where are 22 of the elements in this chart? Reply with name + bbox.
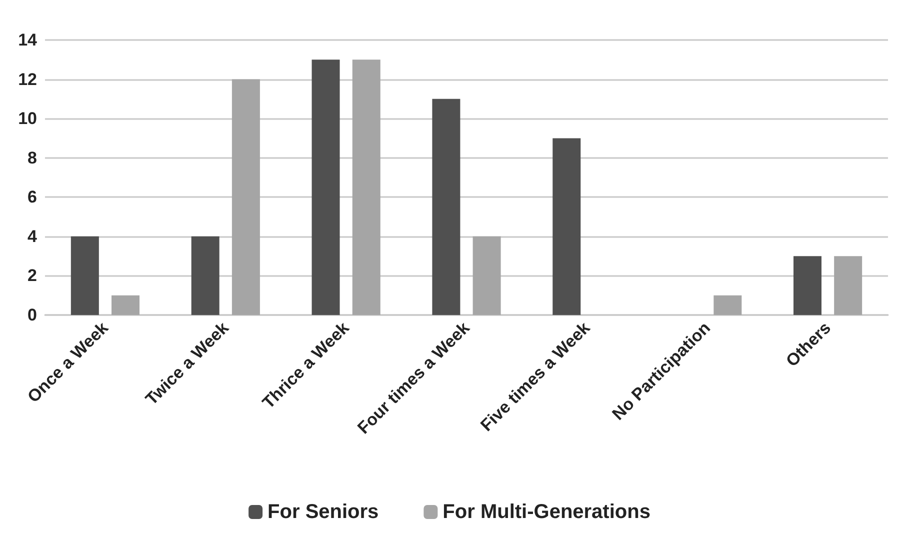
bar <box>472 236 501 315</box>
bar <box>312 60 340 315</box>
y-tick-label: 8 <box>28 148 37 168</box>
y-tick-label: 2 <box>28 266 37 286</box>
bar <box>714 295 742 315</box>
bar <box>352 60 380 315</box>
bar <box>191 236 220 315</box>
y-tick-label: 14 <box>18 30 38 50</box>
y-tick-label: 0 <box>28 306 37 324</box>
bar <box>232 79 260 315</box>
bar <box>432 98 460 315</box>
y-tick-label: 4 <box>28 226 38 246</box>
y-tick-label: 10 <box>18 109 37 128</box>
bar <box>793 256 822 315</box>
legend-label: For Seniors <box>268 501 379 523</box>
bar <box>70 236 99 315</box>
bar <box>112 295 140 315</box>
legend-label: For Multi-Generations <box>442 501 650 523</box>
y-tick-label: 12 <box>18 70 37 89</box>
bar <box>552 138 581 315</box>
bar <box>834 256 862 315</box>
y-tick-label: 6 <box>28 188 37 207</box>
